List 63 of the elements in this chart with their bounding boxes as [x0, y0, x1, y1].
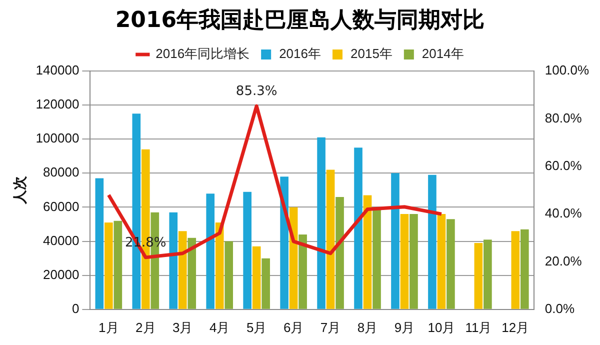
legend-label: 2016年同比增长: [156, 46, 250, 62]
bar: [326, 170, 335, 309]
bar: [252, 246, 261, 309]
y-tick-label: 80000: [43, 164, 80, 180]
legend-label: 2014年: [422, 46, 464, 62]
bar: [484, 240, 492, 309]
x-tick-label: 3月: [172, 320, 193, 335]
x-tick-label: 4月: [209, 320, 230, 335]
bar: [114, 220, 122, 309]
bar: [95, 178, 104, 309]
bar: [400, 214, 409, 309]
y2-tick-label: 40.0%: [544, 206, 582, 221]
y-tick-label: 40000: [43, 232, 80, 248]
y-tick-label: 100000: [36, 130, 80, 146]
x-tick-label: 9月: [394, 320, 415, 335]
bar: [428, 174, 436, 309]
x-tick-label: 10月: [428, 320, 456, 335]
y2-tick-label: 60.0%: [544, 158, 582, 173]
y2-tick-label: 80.0%: [544, 110, 582, 126]
y2-tick-label: 0.0%: [544, 300, 575, 316]
y-tick-label: 0: [72, 300, 80, 316]
y-axis-title: 人次: [11, 175, 28, 206]
y2-tick-label: 100.0%: [544, 62, 590, 78]
x-tick-label: 1月: [98, 320, 119, 335]
bar: [215, 222, 224, 309]
bar: [354, 148, 362, 309]
bar: [520, 229, 529, 309]
y-tick-label: 140000: [36, 62, 80, 78]
bar: [474, 242, 483, 309]
x-tick-label: 8月: [357, 320, 378, 335]
bar: [391, 173, 400, 309]
bar: [446, 219, 455, 309]
bar: [104, 222, 113, 309]
bar: [372, 207, 381, 309]
data-label: 85.3%: [236, 84, 278, 99]
bar: [298, 234, 307, 309]
bar: [363, 195, 372, 309]
bar: [410, 214, 418, 309]
x-tick-label: 7月: [320, 320, 341, 335]
bar: [262, 258, 270, 309]
y-tick-label: 20000: [43, 266, 80, 282]
bar: [317, 137, 326, 309]
x-tick-label: 11月: [465, 320, 492, 335]
y2-tick-label: 20.0%: [544, 253, 582, 268]
bar: [224, 241, 234, 309]
x-tick-label: 5月: [246, 320, 267, 335]
bar: [511, 231, 520, 309]
bar: [243, 192, 252, 309]
bar: [188, 238, 196, 309]
bar: [206, 194, 215, 309]
x-tick-label: 12月: [502, 320, 530, 335]
data-label: 21.8%: [124, 235, 166, 250]
bar: [336, 197, 344, 309]
bar: [437, 214, 446, 309]
y-tick-label: 120000: [36, 96, 80, 112]
bar: [178, 231, 187, 309]
bar: [169, 212, 178, 309]
legend-label: 2016年: [279, 46, 321, 62]
y-tick-label: 60000: [43, 198, 80, 214]
chart-title: 2016年我国赴巴厘岛人数与同期对比: [114, 7, 486, 35]
x-tick-label: 6月: [283, 320, 304, 335]
legend-label: 2015年: [350, 46, 392, 62]
x-tick-label: 2月: [136, 320, 156, 335]
